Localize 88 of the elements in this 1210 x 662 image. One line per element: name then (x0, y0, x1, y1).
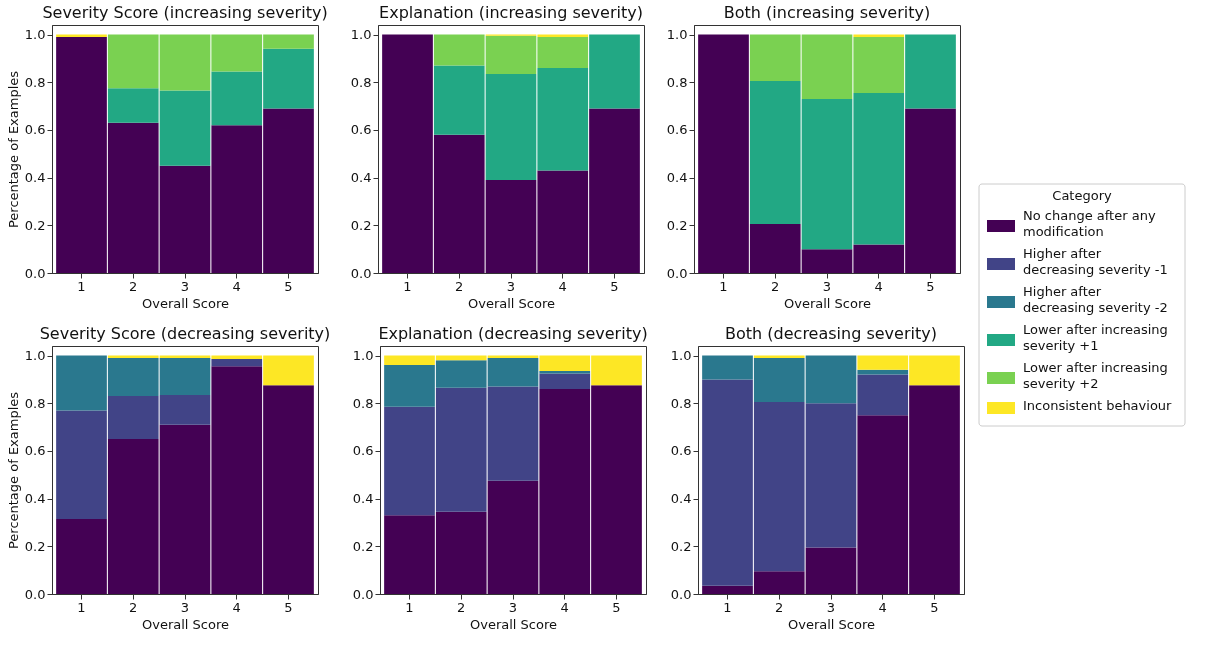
x-tick-label: 2 (771, 278, 780, 294)
chart-title: Explanation (decreasing severity) (378, 324, 648, 343)
x-tick-label: 2 (129, 599, 138, 615)
legend-label: No change after any modification (1023, 208, 1156, 239)
x-tick-label: 5 (612, 599, 621, 615)
y-tick-label: 0.8 (24, 74, 46, 90)
x-axis-title: Overall Score (141, 295, 230, 311)
y-tick-label: 0.0 (666, 265, 688, 281)
y-tick-label: 0.8 (24, 395, 46, 411)
y-tick-label: 0.2 (670, 538, 692, 554)
y-tick-label: 0.6 (666, 122, 688, 138)
y-axis-title: Percentage of Examples (5, 391, 21, 550)
y-tick-label: 1.0 (352, 348, 374, 364)
y-tick-label: 0.6 (24, 122, 46, 138)
x-axis-title: Overall Score (787, 616, 876, 632)
legend-title: Category (1052, 188, 1112, 203)
y-tick-label: 0.6 (24, 443, 46, 459)
legend-label: Lower after increasing severity +2 (1023, 360, 1168, 391)
x-tick-label: 5 (610, 278, 619, 294)
legend-label: Inconsistent behaviour (1023, 398, 1173, 413)
x-tick-label: 4 (560, 599, 569, 615)
x-tick-label: 1 (77, 278, 86, 294)
y-tick-label: 1.0 (24, 348, 46, 364)
y-tick-label: 0.6 (352, 443, 374, 459)
y-tick-label: 0.4 (24, 491, 46, 507)
x-tick-label: 3 (508, 599, 518, 615)
y-axis-title: Percentage of Examples (5, 70, 21, 229)
x-tick-label: 4 (874, 278, 883, 294)
chart-title: Severity Score (decreasing severity) (39, 324, 331, 343)
y-tick-label: 0.0 (350, 265, 372, 281)
x-tick-label: 2 (129, 278, 138, 294)
y-tick-label: 0.4 (24, 170, 46, 186)
x-tick-label: 5 (930, 599, 939, 615)
x-tick-label: 4 (878, 599, 887, 615)
x-axis-title: Overall Score (467, 295, 556, 311)
x-tick-label: 4 (232, 599, 241, 615)
x-tick-label: 4 (232, 278, 241, 294)
x-tick-label: 5 (284, 278, 293, 294)
y-tick-label: 0.0 (352, 586, 374, 602)
x-tick-label: 2 (457, 599, 466, 615)
x-axis-title: Overall Score (469, 616, 558, 632)
chart-title: Both (decreasing severity) (725, 324, 937, 343)
y-tick-label: 0.2 (24, 217, 46, 233)
y-tick-label: 0.0 (24, 586, 46, 602)
y-tick-label: 0.4 (666, 170, 688, 186)
y-tick-label: 0.2 (352, 538, 374, 554)
x-tick-label: 3 (180, 599, 190, 615)
x-tick-label: 3 (826, 599, 836, 615)
y-tick-label: 0.8 (666, 74, 688, 90)
x-tick-label: 1 (77, 599, 86, 615)
legend-label: Lower after increasing severity +1 (1023, 322, 1168, 353)
legend-label: Higher after decreasing severity -2 (1023, 284, 1168, 315)
y-tick-label: 0.6 (350, 122, 372, 138)
y-tick-label: 0.8 (670, 395, 692, 411)
y-tick-label: 0.8 (352, 395, 374, 411)
y-tick-label: 0.6 (670, 443, 692, 459)
bar (211, 359, 263, 367)
x-tick-label: 3 (822, 278, 832, 294)
x-tick-label: 1 (719, 278, 728, 294)
x-tick-label: 1 (723, 599, 732, 615)
x-tick-label: 2 (775, 599, 784, 615)
x-tick-label: 5 (926, 278, 935, 294)
chart-title: Explanation (increasing severity) (379, 3, 643, 22)
y-tick-label: 0.0 (24, 265, 46, 281)
x-tick-label: 2 (455, 278, 464, 294)
y-tick-label: 0.4 (352, 491, 374, 507)
y-tick-label: 1.0 (24, 27, 46, 43)
y-tick-label: 0.0 (670, 586, 692, 602)
x-axis-title: Overall Score (141, 616, 230, 632)
legend-label: Higher after decreasing severity -1 (1023, 246, 1168, 277)
y-tick-label: 1.0 (670, 348, 692, 364)
y-tick-label: 0.4 (350, 170, 372, 186)
chart-title: Both (increasing severity) (723, 3, 931, 22)
y-tick-label: 1.0 (350, 27, 372, 43)
x-tick-label: 3 (506, 278, 516, 294)
y-tick-label: 0.8 (350, 74, 372, 90)
chart-title: Severity Score (increasing severity) (42, 3, 328, 22)
x-tick-label: 1 (405, 599, 414, 615)
y-tick-label: 0.4 (670, 491, 692, 507)
y-tick-label: 1.0 (666, 27, 688, 43)
x-axis-title: Overall Score (783, 295, 872, 311)
x-tick-label: 4 (558, 278, 567, 294)
y-tick-label: 0.2 (350, 217, 372, 233)
y-tick-label: 0.2 (24, 538, 46, 554)
y-tick-label: 0.2 (666, 217, 688, 233)
x-tick-label: 1 (403, 278, 412, 294)
x-tick-label: 3 (180, 278, 190, 294)
x-tick-label: 5 (284, 599, 293, 615)
